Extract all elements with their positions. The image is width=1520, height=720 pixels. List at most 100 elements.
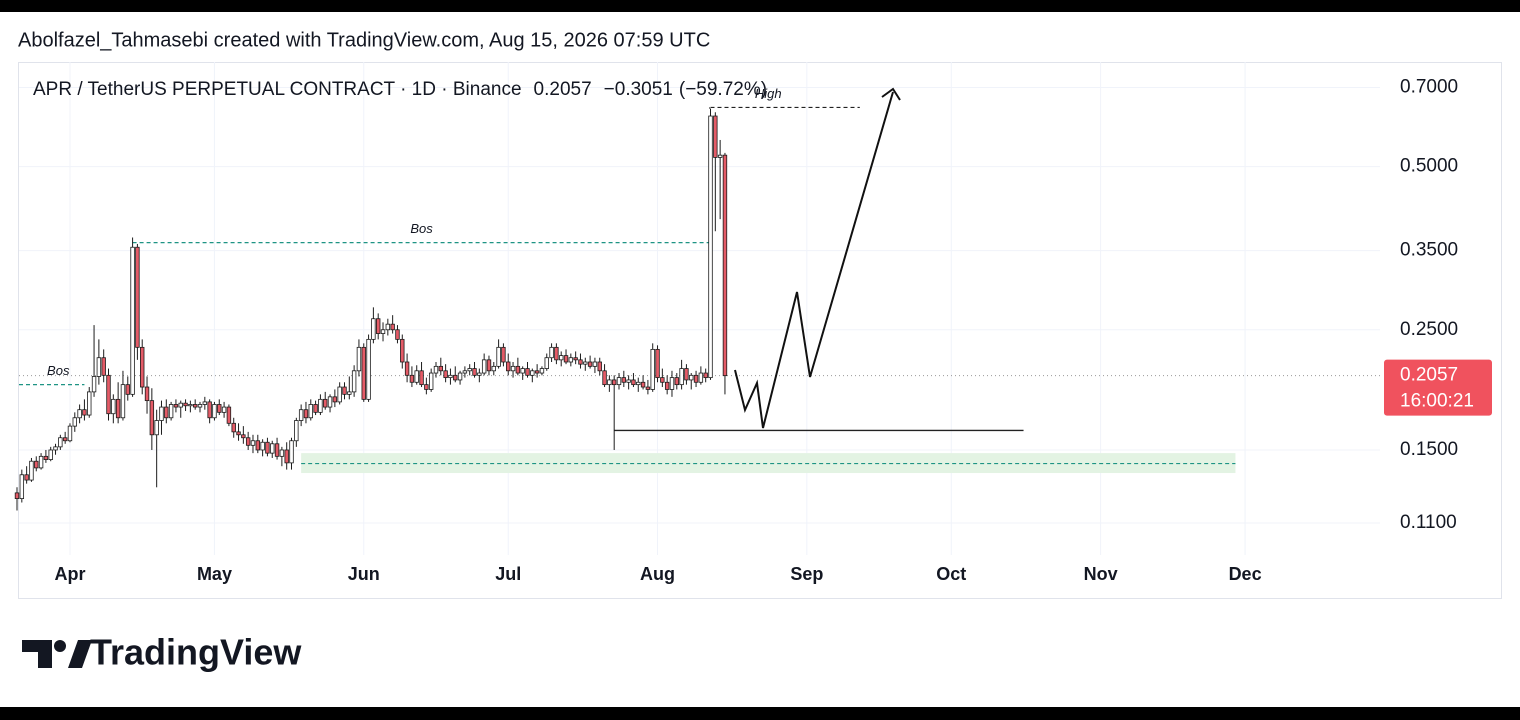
level-label: High <box>755 86 782 101</box>
candle-body <box>626 379 631 383</box>
candle-body <box>477 372 482 376</box>
candle-body <box>660 377 665 383</box>
candle-body <box>438 365 444 372</box>
x-tick-label: Aug <box>640 564 675 584</box>
candle-body <box>38 455 44 469</box>
candle-body <box>448 374 453 379</box>
candle-body <box>467 368 472 372</box>
candle-body <box>48 449 53 460</box>
candle-body <box>375 318 381 334</box>
candle-body <box>347 391 352 395</box>
candle-body <box>390 323 395 331</box>
candle-body <box>298 409 304 421</box>
candle-body <box>650 348 655 390</box>
candle-body <box>91 376 97 393</box>
candle-body <box>486 359 492 372</box>
candle-body <box>684 368 689 381</box>
candle-body <box>164 406 169 419</box>
candle-body <box>356 346 362 372</box>
candle-body <box>279 449 285 457</box>
candle-body <box>236 431 241 436</box>
candle-body <box>559 355 564 361</box>
axes: 0.7000 0.5000 0.3500 0.2500 0.1500 0.1100 Apr M… <box>54 76 1492 584</box>
candle-body <box>106 374 111 415</box>
candle-body <box>592 361 598 367</box>
candle-body <box>515 365 521 374</box>
candle-body <box>380 329 386 334</box>
logo-mark <box>68 640 92 668</box>
candle-body <box>554 346 559 361</box>
demand-zone <box>301 453 1236 474</box>
price-tag-value: 0.2057 <box>1400 365 1458 386</box>
y-tick-label: 0.7000 <box>1400 76 1458 97</box>
candle-body <box>631 379 636 386</box>
x-tick-label: Jun <box>348 564 380 584</box>
y-tick-label: 0.1500 <box>1400 439 1458 460</box>
candle-body <box>530 370 535 376</box>
candle-body <box>231 422 236 433</box>
candle-body <box>583 361 588 365</box>
candle-body <box>722 154 728 377</box>
y-tick-label: 0.2500 <box>1400 319 1458 340</box>
x-tick-label: Jul <box>495 564 521 584</box>
y-tick-label: 0.3500 <box>1400 240 1458 261</box>
candle-body <box>217 404 222 413</box>
candle-body <box>101 357 106 376</box>
candle-body <box>221 406 227 413</box>
candle-body <box>43 455 49 460</box>
candle-body <box>260 441 265 451</box>
candle-body <box>544 357 549 369</box>
candle-body <box>419 370 424 386</box>
change: −0.3051 <box>604 79 673 100</box>
candle-body <box>510 365 516 372</box>
candle-body <box>197 404 203 408</box>
candle-body <box>679 368 684 386</box>
candle-body <box>173 404 179 408</box>
candle-body <box>77 409 82 419</box>
projection <box>734 87 901 429</box>
candle-body <box>428 372 434 390</box>
logo-mark <box>22 640 52 668</box>
candle-body <box>111 398 116 415</box>
candle-body <box>270 443 275 454</box>
candle-body <box>703 372 708 379</box>
candle-body <box>303 409 309 419</box>
candle-body <box>506 361 511 372</box>
candle-body <box>308 404 313 419</box>
candle-body <box>587 361 593 367</box>
level-label: Bos <box>47 363 70 378</box>
candle-body <box>414 370 419 383</box>
candle-body <box>115 398 121 419</box>
candle-body <box>708 115 713 379</box>
candle-body <box>717 154 723 158</box>
x-tick-label: May <box>197 564 232 584</box>
candle-body <box>135 246 140 348</box>
candle-body <box>245 437 251 446</box>
change-percent: (−59.72%) <box>679 79 767 100</box>
last-price: 0.2057 <box>534 79 592 100</box>
bottom-bar <box>0 707 1520 720</box>
candle-body <box>284 449 289 464</box>
candle-body <box>597 361 602 372</box>
candle-body <box>140 346 145 388</box>
candle-body <box>19 474 25 499</box>
candle-body <box>255 440 260 451</box>
candle-body <box>669 377 675 390</box>
candle-body <box>578 359 583 365</box>
candle-body <box>645 386 651 390</box>
candle-body <box>323 398 328 408</box>
candle-body <box>640 381 646 388</box>
x-tick-label: Apr <box>54 564 85 584</box>
candle-body <box>120 384 126 419</box>
candle-body <box>501 346 506 363</box>
candle-body <box>351 370 357 393</box>
candle-body <box>539 368 545 374</box>
candle-body <box>318 398 323 413</box>
candle-body <box>453 374 458 381</box>
candle-body <box>563 355 569 363</box>
attribution: Abolfazel_Tahmasebi created with Trading… <box>18 29 710 51</box>
candle-body <box>332 396 338 403</box>
candle-body <box>226 406 232 424</box>
candle-body <box>125 384 130 395</box>
